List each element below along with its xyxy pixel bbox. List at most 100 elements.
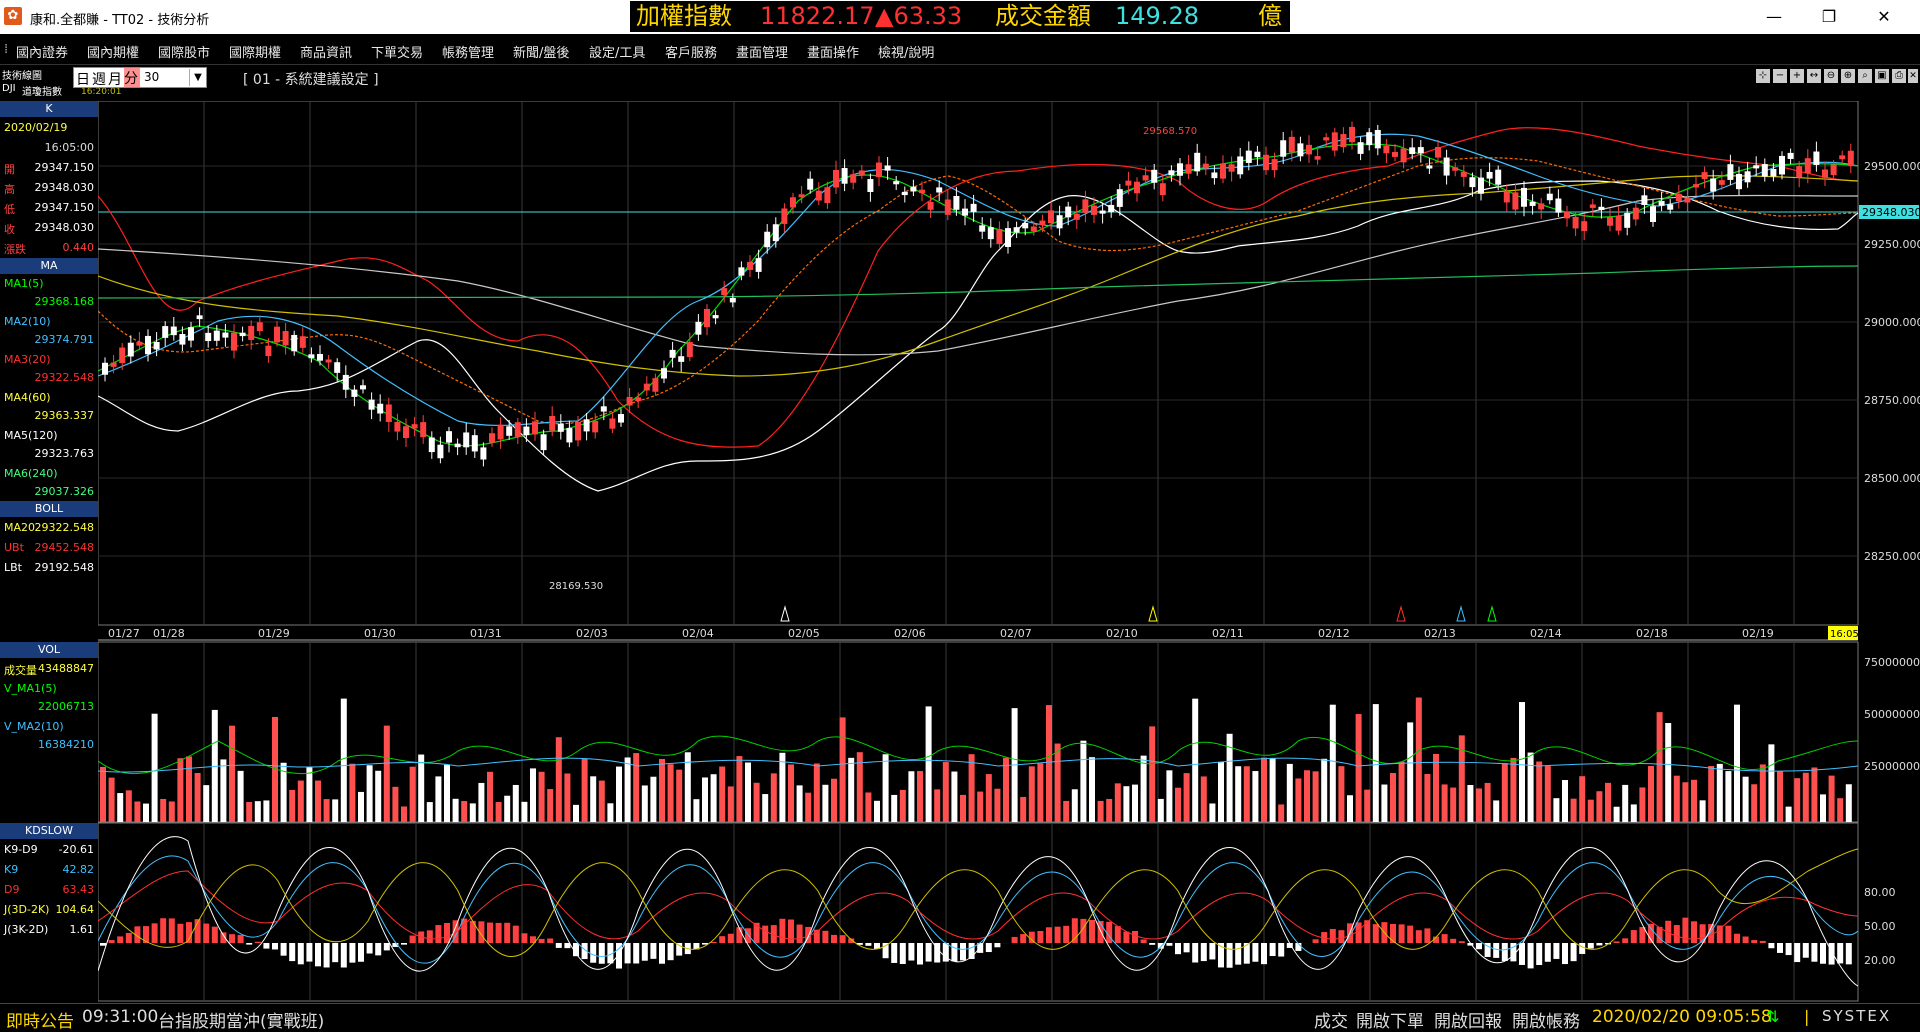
fill-button[interactable]: 成交 xyxy=(1314,1007,1348,1032)
menu-settings-tools[interactable]: 設定/工具 xyxy=(589,42,645,61)
candle-body xyxy=(1538,203,1544,209)
save-icon[interactable]: ▣ xyxy=(1875,69,1889,83)
candle-body xyxy=(1745,171,1751,182)
volume-bar xyxy=(1588,800,1594,822)
scroll-icon[interactable]: ↔ xyxy=(1807,69,1821,83)
menu-customer-service[interactable]: 客戶服務 xyxy=(665,42,717,61)
candle-body xyxy=(1005,228,1011,247)
volume-bar xyxy=(246,802,252,822)
chevron-down-icon[interactable]: ▼ xyxy=(189,69,206,86)
volume-bar xyxy=(1166,770,1172,822)
date-tick: 01/29 xyxy=(258,627,290,640)
kd-bar xyxy=(160,918,166,943)
volume-bar xyxy=(1390,773,1396,822)
volume-bar xyxy=(564,773,570,822)
symbol-code[interactable]: DJI xyxy=(2,83,16,94)
crosshair-icon[interactable]: ⊹ xyxy=(1756,69,1770,83)
volume-bar xyxy=(728,786,734,822)
kd-bar xyxy=(650,943,656,959)
minimize-button[interactable]: — xyxy=(1751,0,1797,34)
volume-bar xyxy=(384,726,390,822)
menu-news[interactable]: 新聞/盤後 xyxy=(513,42,569,61)
kd-bar xyxy=(1614,941,1620,943)
menu-screen-mgmt[interactable]: 畫面管理 xyxy=(736,42,788,61)
candle-body xyxy=(910,187,916,192)
menu-domestic-securities[interactable]: 國內證券 xyxy=(16,42,68,61)
maximize-button[interactable]: ❐ xyxy=(1806,0,1852,34)
notice-text[interactable]: 台指股期當沖(實戰班) xyxy=(158,1007,324,1032)
zoom-out-bar-icon[interactable]: − xyxy=(1773,69,1787,83)
setting-label[interactable]: [ 01 - 系統建議設定 ] xyxy=(243,69,379,89)
volume-bar xyxy=(917,771,923,822)
period-minute[interactable]: 分 xyxy=(124,68,140,87)
volume-bar xyxy=(143,804,149,822)
menu-screen-operation[interactable]: 畫面操作 xyxy=(807,42,859,61)
volume-bar xyxy=(1528,753,1534,822)
menu-intl-futures[interactable]: 國際期權 xyxy=(229,42,281,61)
volume-bar xyxy=(1734,705,1740,822)
candle-body xyxy=(1340,134,1346,147)
kd-bar xyxy=(1235,943,1241,965)
search-icon[interactable]: ⌕ xyxy=(1858,69,1872,83)
candle-body xyxy=(1521,188,1527,207)
menu-domestic-futures[interactable]: 國內期權 xyxy=(87,42,139,61)
candle-body xyxy=(1435,147,1441,158)
kd-bar xyxy=(1553,943,1559,959)
kd-bar xyxy=(177,924,183,943)
k-time: 16:05:00 xyxy=(45,141,94,154)
menu-account-mgmt[interactable]: 帳務管理 xyxy=(442,42,494,61)
kd-bar xyxy=(117,936,123,943)
candle-body xyxy=(197,315,203,319)
close-button[interactable]: ✕ xyxy=(1861,0,1907,34)
kd-bar xyxy=(668,943,674,960)
candle-body xyxy=(437,445,443,459)
notice-label[interactable]: 即時公告 xyxy=(6,1007,74,1032)
candle-body xyxy=(661,368,667,378)
candle-body xyxy=(1633,208,1639,220)
volume-bar xyxy=(1020,797,1026,822)
volume-bar xyxy=(891,795,897,822)
k-header: K xyxy=(0,101,98,117)
kd-bar xyxy=(1123,932,1129,943)
volume-bar xyxy=(745,762,751,822)
candle-body xyxy=(1736,174,1742,189)
volume-bar xyxy=(1158,799,1164,822)
volume-bar xyxy=(1123,786,1129,822)
turnover-unit: 億 xyxy=(1258,1,1282,32)
magnify-in-icon[interactable]: ⊕ xyxy=(1841,69,1855,83)
ma4-value: 29363.337 xyxy=(35,409,95,422)
magnify-out-icon[interactable]: ⊖ xyxy=(1824,69,1838,83)
signal-icon: ⇅ xyxy=(1766,1007,1779,1026)
zoom-in-bar-icon[interactable]: + xyxy=(1790,69,1804,83)
menu-product-info[interactable]: 商品資訊 xyxy=(300,42,352,61)
volume-bar xyxy=(478,783,484,822)
volume-bar xyxy=(1614,807,1620,822)
kd-bar xyxy=(1089,920,1095,943)
menu-intl-stocks[interactable]: 國際股市 xyxy=(158,42,210,61)
index-change: ▲63.33 xyxy=(875,1,962,32)
kd-bar xyxy=(1545,943,1551,962)
period-week[interactable]: 週 xyxy=(92,69,106,89)
vol-header: VOL xyxy=(0,642,98,658)
candle-body xyxy=(240,333,246,336)
volume-bar xyxy=(711,774,717,822)
volume-bar xyxy=(1192,699,1198,822)
vol-tick-25m: 25000000 xyxy=(1864,760,1920,773)
technical-chart[interactable]: 29500.000 29250.000 29000.000 28750.000 … xyxy=(98,101,1920,1003)
menu-order-trade[interactable]: 下單交易 xyxy=(371,42,423,61)
kd-bar xyxy=(1751,940,1757,943)
period-day[interactable]: 日 xyxy=(76,69,90,89)
print-icon[interactable]: ⎙ xyxy=(1892,69,1906,83)
period-month[interactable]: 月 xyxy=(108,69,122,89)
volume-bar xyxy=(169,801,175,822)
interval-input[interactable]: 30 xyxy=(144,70,192,84)
close-chart-icon[interactable]: ✕ xyxy=(1908,69,1918,83)
menu-view-help[interactable]: 檢視/說明 xyxy=(878,42,934,61)
volume-bar xyxy=(109,778,115,822)
volume-bar xyxy=(1442,784,1448,822)
volume-bar xyxy=(1089,757,1095,822)
open-account-button[interactable]: 開啟帳務 xyxy=(1512,1007,1580,1032)
open-report-button[interactable]: 開啟回報 xyxy=(1434,1007,1502,1032)
open-order-button[interactable]: 開啟下單 xyxy=(1356,1007,1424,1032)
candle-body xyxy=(377,404,383,414)
